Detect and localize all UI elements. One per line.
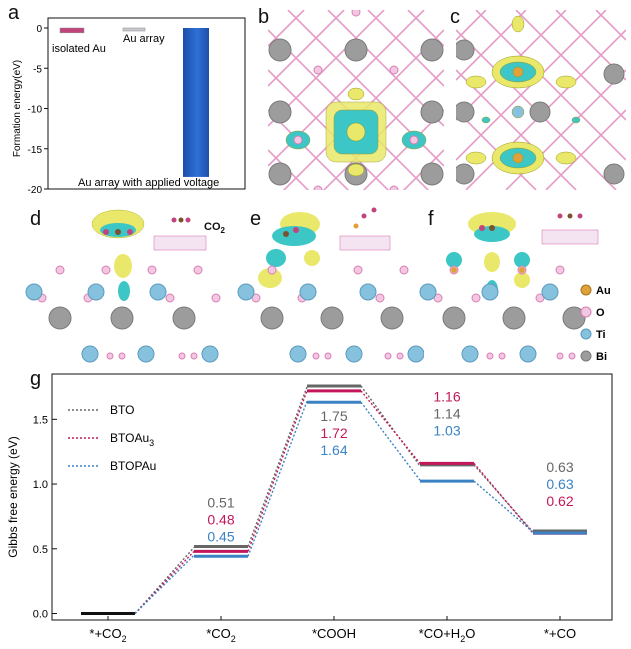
panel-label-f: f (428, 208, 434, 230)
g-x-tick-label-3: *CO+H2O (419, 626, 476, 644)
legend-label-bto: BTO (110, 403, 134, 417)
g-x-tick-label-1: *CO2 (206, 626, 236, 644)
value-label-btopau-1: 0.45 (207, 528, 234, 544)
connector-btopau-1 (247, 400, 308, 557)
value-label-btoau-4: 0.62 (546, 493, 573, 509)
panel-label-c: c (450, 6, 460, 28)
connector-btoau-1 (247, 390, 308, 552)
g-y-tick-label-1: 0.5 (33, 544, 48, 556)
atom-legend-au-label: Au (596, 285, 611, 297)
connector-btopau-2 (360, 401, 421, 481)
co2-molecule-label: CO2 (204, 221, 226, 235)
value-label-bto-2: 1.75 (320, 408, 347, 424)
value-label-btopau-2: 1.64 (320, 442, 347, 458)
g-x-tick-label-4: *+CO (544, 626, 576, 641)
g-y-axis-label: Gibbs free energy (eV) (6, 436, 20, 557)
atom-legend: Au O Ti Bi (580, 284, 611, 363)
value-label-btoau-3: 1.16 (433, 388, 460, 404)
y-tick-label-2: -10 (28, 105, 43, 116)
y-tick-label-0: 0 (36, 24, 42, 35)
o-atoms (293, 10, 419, 190)
atom-legend-items: Au O Ti Bi (580, 284, 611, 363)
connector-bto-1 (247, 386, 308, 547)
value-label-btoau-2: 1.72 (320, 425, 347, 441)
g-y-tick-label-3: 1.5 (33, 414, 48, 426)
y-tick-label-4: -20 (28, 185, 43, 196)
connector-btopau-3 (473, 480, 534, 533)
value-label-btopau-4: 0.63 (546, 476, 573, 492)
formation-energy-chart: 0 -5 -10 -15 -20 Formation energy(eV) isolated… (12, 17, 246, 196)
value-label-btoau-1: 0.48 (207, 511, 234, 527)
y-tick-label-1: -5 (33, 64, 42, 75)
bar-2 (183, 28, 209, 177)
connector-bto-2 (360, 385, 421, 467)
connector-btoau-2 (360, 390, 421, 464)
plot-frame (47, 17, 246, 190)
gibbs-free-energy-chart: 0.0 0.5 1.0 1.5 Gibbs free energy (eV) *+CO2 *… (6, 373, 613, 644)
y-tick-label-3: -15 (28, 145, 43, 156)
isosurface-b (285, 66, 427, 177)
atom-legend-bi-label: Bi (596, 351, 607, 363)
bar-label-2: Au array with applied voltage (78, 177, 219, 189)
g-x-tick-label-2: *COOH (312, 626, 356, 641)
y-axis-label: Formation energy(eV) (12, 60, 23, 157)
panel-label-d: d (30, 208, 42, 230)
bar-label-1: Au array (123, 33, 165, 45)
panel-label-b: b (258, 6, 270, 28)
plot-frame-g (51, 373, 613, 621)
panel-label-a: a (8, 2, 20, 24)
bar-0 (59, 27, 85, 34)
structure-e-image (237, 207, 424, 363)
structure-f-image (419, 212, 599, 363)
value-label-bto-1: 0.51 (207, 494, 234, 510)
structure-c-image (456, 10, 626, 190)
atom-legend-ti-marker (580, 328, 592, 340)
atom-legend-au-marker (580, 284, 592, 296)
panel-label-g: g (30, 368, 42, 390)
bi-atoms (268, 38, 444, 186)
atom-legend-o-marker (580, 306, 592, 318)
connector-btoau-3 (473, 462, 534, 534)
atom-legend-o-label: O (596, 307, 605, 319)
structure-b-image (268, 10, 444, 190)
panel-label-e: e (250, 208, 262, 230)
connector-btopau-0 (134, 554, 195, 615)
connector-bto-0 (134, 547, 195, 614)
atom-legend-ti-label: Ti (596, 329, 606, 341)
g-x-tick-label-0: *+CO2 (89, 626, 126, 644)
g-y-tick-label-2: 1.0 (33, 479, 48, 491)
structure-d-image: CO2 (25, 209, 226, 363)
value-label-bto-4: 0.63 (546, 459, 573, 475)
value-label-bto-3: 1.14 (433, 405, 460, 421)
value-label-btopau-3: 1.03 (433, 422, 460, 438)
bar-1 (122, 27, 146, 32)
bar-label-0: isolated Au (52, 43, 106, 55)
legend-label-btoau: BTOAu3 (110, 431, 154, 448)
g-y-tick-label-0: 0.0 (33, 609, 48, 621)
legend-label-btopau: BTOPAu (110, 459, 156, 473)
atom-legend-bi-marker (580, 350, 592, 362)
